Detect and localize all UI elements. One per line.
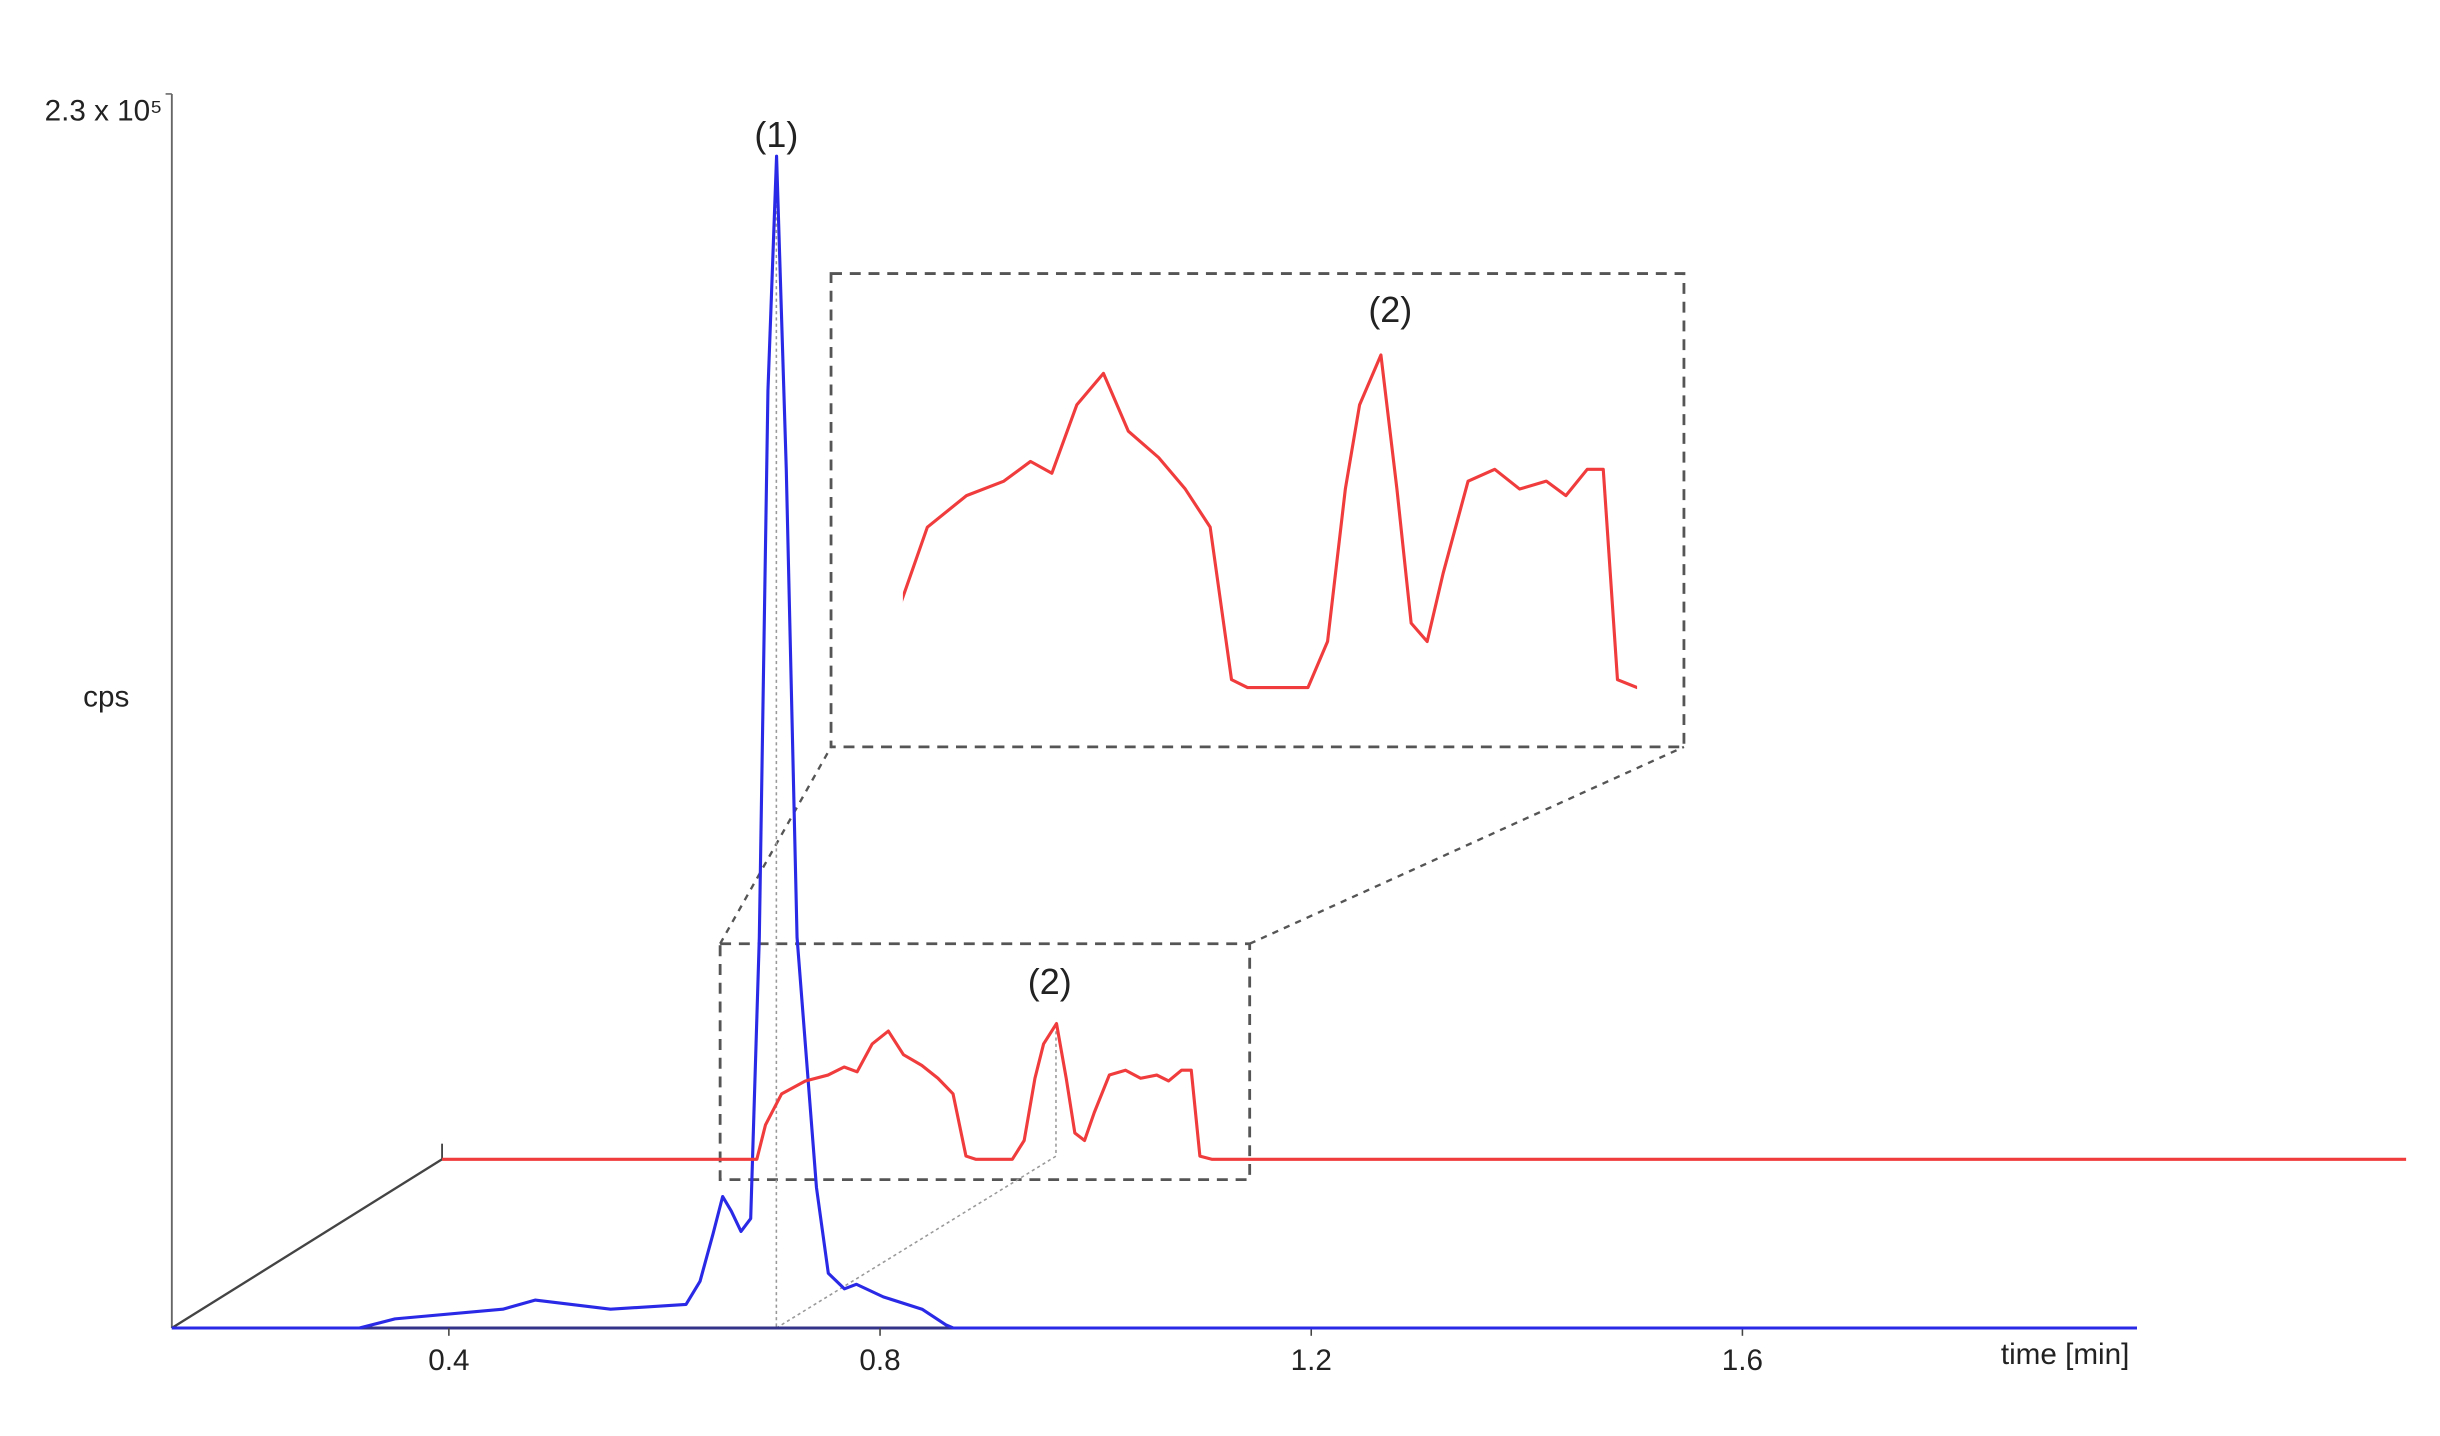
x-axis-label: time [min] [2001,1338,2130,1371]
peak-label: (1) [754,114,798,155]
zoom-connector [1249,745,1685,945]
zoom-source-box [718,942,1252,1182]
x-tick-label: 1.2 [1291,1344,1332,1377]
layout [170,93,1686,1329]
x-tick-label: 1.6 [1722,1344,1763,1377]
zoom-box [829,272,1686,749]
y-axis-label: cps [83,680,129,713]
x-tick-label: 0.8 [859,1344,900,1377]
x-tick-label: 0.4 [428,1344,469,1377]
y-tick-label: 2.3 x 10⁵ [45,95,163,128]
series-line [442,1021,2407,1161]
series-line [171,154,2137,1330]
zoom-inset [902,353,1638,690]
zoom-line [902,353,1638,690]
peak-label: (2) [1028,961,1072,1002]
peak-label: (2) [1368,289,1412,330]
depth-axis [171,1158,443,1329]
peak-guide [775,1155,1057,1329]
